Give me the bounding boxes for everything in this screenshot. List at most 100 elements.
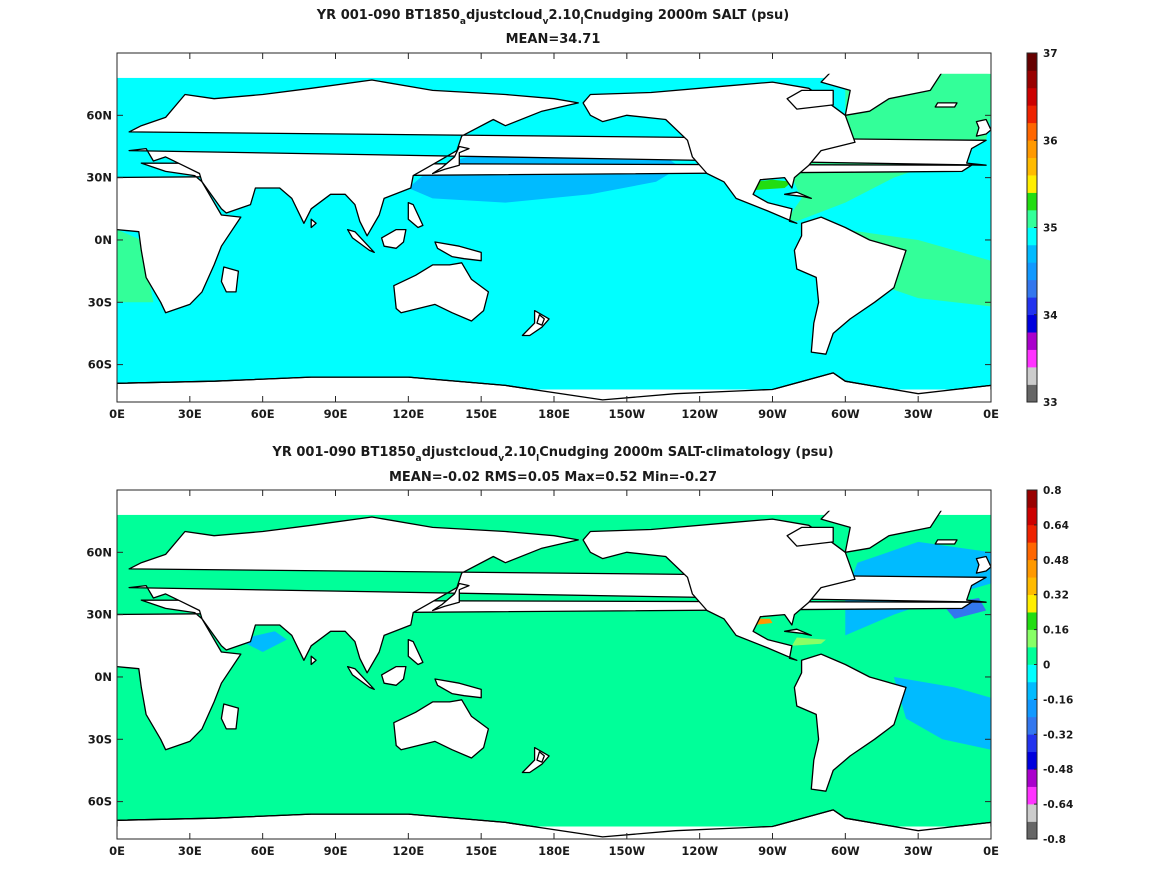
anomaly-field-caribbean [791,637,826,646]
colorbar-segment [1027,279,1037,298]
colorbar-tick-label: 33 [1043,397,1058,409]
land-northamerica [582,81,856,224]
salt-panel: YR 001-090 BT1850adjustcloudv2.10lCnudgi… [86,8,1058,421]
x-tick-label: 30E [178,844,202,858]
panel-title: YR 001-090 BT1850adjustcloudv2.10lCnudgi… [316,8,789,27]
anomaly-field-south-indian [214,697,348,750]
colorbar-tick-label: -0.32 [1043,729,1073,741]
y-tick-label: 30N [86,608,112,622]
land-srilanka [310,655,317,666]
colorbar-segment [1027,716,1037,735]
colorbar-segment [1027,769,1037,787]
colorbar-segment [1027,559,1037,578]
colorbar-tick-label: 0.64 [1043,520,1069,532]
land-borneo [380,665,407,686]
colorbar-segment [1027,629,1037,648]
colorbar-segment [1027,349,1037,368]
colorbar-segment [1027,664,1037,683]
colorbar-segment [1027,821,1037,840]
x-tick-label: 120W [681,407,718,421]
land-cuba [783,628,812,637]
land-britain [975,555,991,574]
colorbar-segment [1027,786,1037,805]
colorbar-tick-label: 37 [1043,48,1058,60]
land-philippines [407,638,424,666]
antarctic-coastline [117,372,991,401]
x-tick-label: 120E [392,844,424,858]
colorbar-segment [1027,157,1037,176]
colorbar-segment [1027,612,1037,630]
colorbar: 0.8 0.64 0.48 0.32 0.16 0 -0.16 -0.32 -0.48 -0.64… [1026,485,1073,846]
colorbar-segment [1027,594,1037,613]
colorbar-segment [1027,297,1037,316]
land-japan [431,145,470,175]
y-tick-label: 60S [88,358,112,372]
x-tick-label: 60W [831,407,860,421]
colorbar-segment [1027,140,1037,158]
anomaly-field-south-atlantic [893,677,991,750]
x-tick-label: 90E [324,844,348,858]
panel-subtitle: MEAN=34.71 [506,32,601,47]
colorbar: 33 34 35 36 37 [1026,48,1058,409]
x-tick-label: 120E [392,407,424,421]
colorbar-tick-label: -0.64 [1043,799,1073,811]
land-southamerica [793,653,907,792]
land-srilanka [310,218,317,229]
land-africa [117,162,973,314]
land-baffin [786,89,834,110]
x-tick-label: 30W [904,844,933,858]
anomaly-field-central-pacific [505,656,676,761]
colorbar-segment [1027,490,1037,508]
colorbar-segment [1027,804,1037,822]
colorbar-tick-label: -0.48 [1043,764,1073,776]
x-tick-label: 60W [831,844,860,858]
y-tick-label: 30S [88,295,112,309]
land-iceland [934,102,958,108]
land-australia [393,262,490,322]
anomaly-field-arabian-sea [238,631,287,652]
y-tick-label: 30N [86,171,112,185]
anomaly-field-southern-ocean [117,749,991,827]
land-africa [117,599,973,751]
colorbar-segment [1027,210,1037,228]
land-newzealandN [536,314,545,326]
x-tick-label: 150E [465,407,497,421]
x-tick-label: 0E [109,407,125,421]
colorbar-segment [1027,647,1037,665]
x-tick-label: 150E [465,844,497,858]
colorbar-segment [1027,542,1037,561]
land-iceland [934,539,958,545]
colorbar-tick-label: 34 [1043,310,1058,322]
y-tick-label: 60N [86,545,112,559]
colorbar-segment [1027,105,1037,124]
y-tick-label: 0N [94,233,112,247]
land-sumatra [346,228,375,254]
x-tick-label: 180E [538,407,570,421]
land-philippines [407,201,424,229]
colorbar-segment [1027,70,1037,89]
land-britain [975,118,991,137]
colorbar-segment [1027,175,1037,193]
land-baffin [786,526,834,547]
x-tick-label: 120W [681,844,718,858]
colorbar-segment [1027,524,1037,543]
x-tick-label: 150W [608,844,645,858]
panel-title: YR 001-090 BT1850adjustcloudv2.10lCnudgi… [271,445,833,464]
land-northamerica [582,518,856,661]
colorbar-tick-label: 0.16 [1043,625,1069,637]
colorbar-segment [1027,87,1037,106]
y-tick-label: 60N [86,108,112,122]
land-newguinea [434,678,482,699]
land-newzealandN [536,751,545,763]
colorbar-segment [1027,681,1037,700]
y-tick-label: 0N [94,670,112,684]
ocean-field-gulf-of-mexico [753,179,792,191]
land-cuba [783,191,812,200]
colorbar-tick-label: 36 [1043,135,1058,147]
y-tick-label: 30S [88,732,112,746]
y-tick-label: 60S [88,795,112,809]
colorbar-segment [1027,577,1037,595]
colorbar-tick-label: 0.32 [1043,590,1069,602]
x-tick-label: 30W [904,407,933,421]
